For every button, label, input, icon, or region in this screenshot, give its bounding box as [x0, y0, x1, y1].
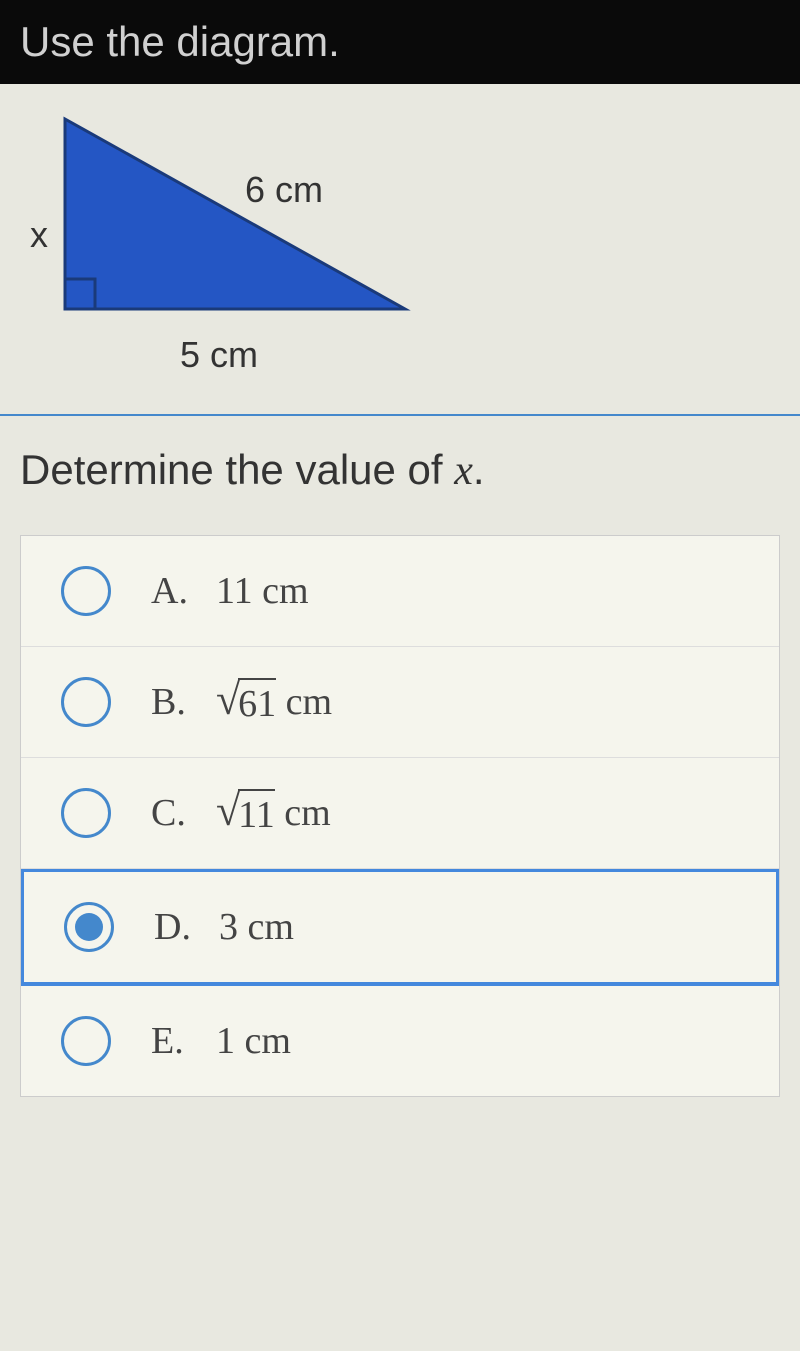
label-x: x — [30, 214, 48, 256]
option-letter-a: A. — [151, 569, 191, 613]
option-c[interactable]: C. √ 11 cm — [21, 758, 779, 869]
option-text-b: √ 61 cm — [216, 678, 739, 726]
radio-b[interactable] — [61, 677, 111, 727]
sqrt-c: √ 11 — [216, 789, 275, 837]
sqrt-sign-icon: √ — [216, 789, 240, 833]
instruction-header: Use the diagram. — [0, 0, 800, 84]
sqrt-b: √ 61 — [216, 678, 276, 726]
instruction-text: Use the diagram. — [20, 18, 340, 65]
option-letter-c: C. — [151, 791, 191, 835]
radio-c[interactable] — [61, 788, 111, 838]
sqrt-content-b: 61 — [238, 678, 276, 726]
option-a[interactable]: A. 11 cm — [21, 536, 779, 647]
option-text-a: 11 cm — [216, 569, 739, 613]
radio-d[interactable] — [64, 902, 114, 952]
divider-line — [0, 414, 800, 416]
triangle-container: x 6 cm 5 cm — [20, 114, 420, 344]
diagram-area: x 6 cm 5 cm — [0, 84, 800, 404]
option-letter-b: B. — [151, 680, 191, 724]
option-text-c: √ 11 cm — [216, 789, 739, 837]
options-list: A. 11 cm B. √ 61 cm C. √ 11 cm D. 3 cm — [20, 535, 780, 1097]
option-letter-d: D. — [154, 905, 194, 949]
radio-a[interactable] — [61, 566, 111, 616]
option-e[interactable]: E. 1 cm — [21, 986, 779, 1096]
option-letter-e: E. — [151, 1019, 191, 1063]
option-d[interactable]: D. 3 cm — [21, 869, 779, 986]
question-suffix: . — [473, 446, 485, 493]
triangle-svg — [60, 114, 420, 324]
question-prefix: Determine the value of — [20, 446, 454, 493]
sqrt-content-c: 11 — [238, 789, 275, 837]
triangle-shape — [65, 119, 405, 309]
unit-b: cm — [286, 681, 332, 723]
unit-c: cm — [284, 792, 330, 834]
label-hypotenuse: 6 cm — [245, 169, 323, 211]
option-text-d: 3 cm — [219, 905, 736, 949]
question-variable: x — [454, 448, 473, 494]
option-b[interactable]: B. √ 61 cm — [21, 647, 779, 758]
sqrt-sign-icon: √ — [216, 678, 240, 722]
option-text-e: 1 cm — [216, 1019, 739, 1063]
radio-e[interactable] — [61, 1016, 111, 1066]
question-text: Determine the value of x. — [0, 426, 800, 515]
label-base: 5 cm — [180, 334, 258, 376]
